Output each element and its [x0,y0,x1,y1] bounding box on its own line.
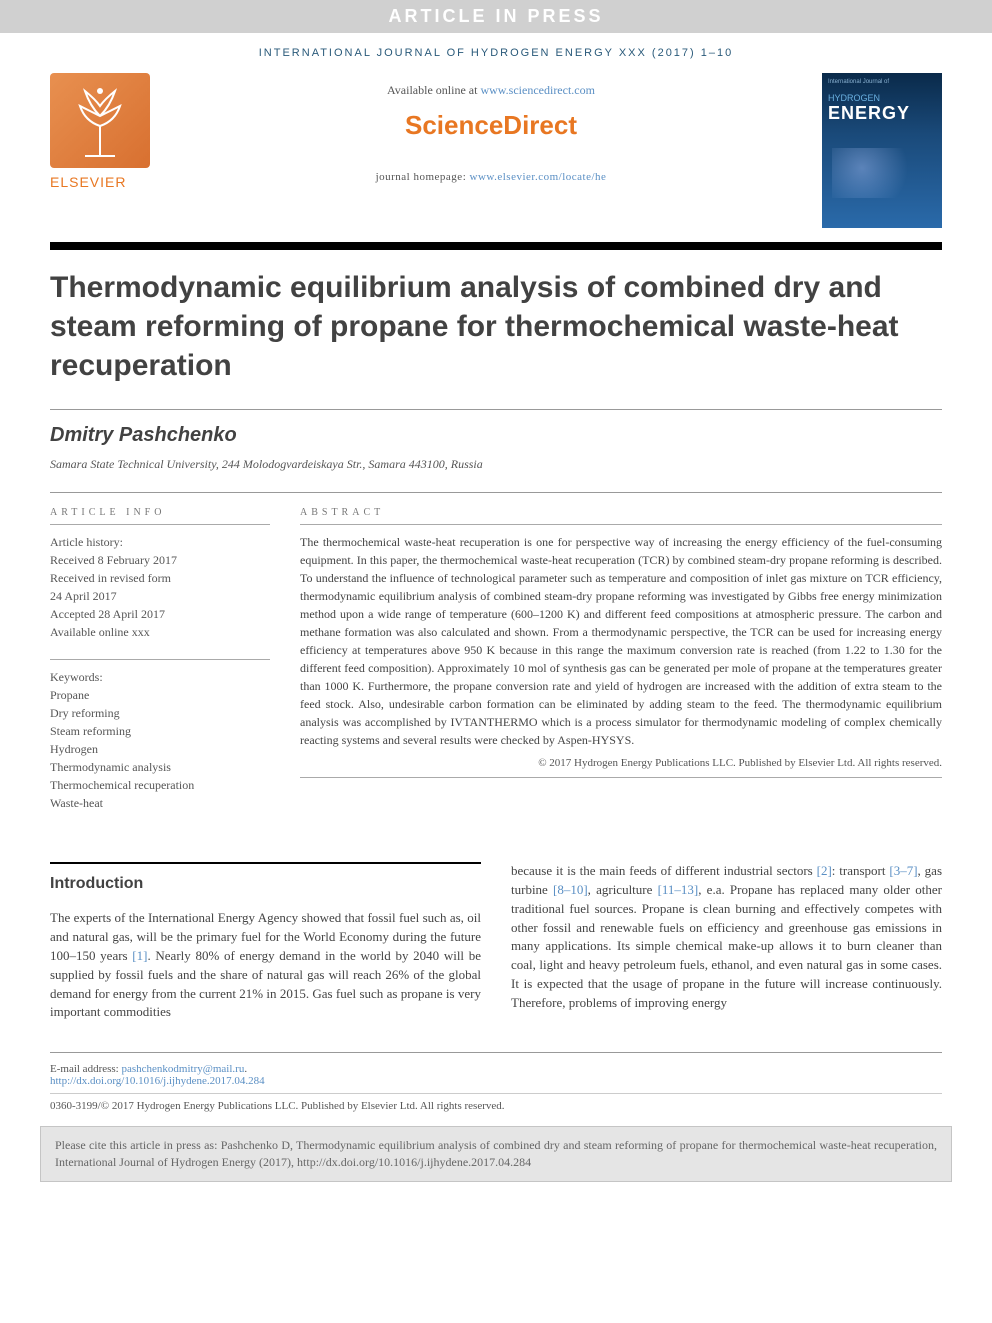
journal-homepage-line: journal homepage: www.elsevier.com/locat… [180,171,802,183]
cover-pretitle: International Journal of [828,79,936,85]
history-line: Received in revised form [50,569,270,587]
ref-link[interactable]: [11–13] [658,882,699,897]
keyword: Hydrogen [50,740,270,758]
email-label: E-mail address: [50,1063,121,1075]
intro-paragraph-2: because it is the main feeds of differen… [511,862,942,1013]
cite-in-press-box: Please cite this article in press as: Pa… [40,1126,952,1182]
keywords-label: Keywords: [50,668,270,686]
keyword: Dry reforming [50,704,270,722]
sd-text-label: ScienceDirect [405,110,577,140]
cover-title-line2: ENERGY [828,103,936,124]
history-line: Accepted 28 April 2017 [50,605,270,623]
journal-homepage-link[interactable]: www.elsevier.com/locate/he [470,171,607,183]
author-email-link[interactable]: pashchenkodmitry@mail.ru [121,1063,244,1075]
homepage-prefix: journal homepage: [376,171,470,183]
column-right: because it is the main feeds of differen… [511,862,942,1022]
keyword: Waste-heat [50,794,270,812]
ref-link[interactable]: [8–10] [553,882,588,897]
ref-link[interactable]: [3–7] [889,863,917,878]
sciencedirect-logo: ScienceDirect [180,110,802,141]
author-affiliation: Samara State Technical University, 244 M… [50,457,942,472]
article-title-block: Thermodynamic equilibrium analysis of co… [50,242,942,385]
cover-art [832,148,932,198]
journal-citation-header: INTERNATIONAL JOURNAL OF HYDROGEN ENERGY… [0,33,992,73]
footer-contact-block: E-mail address: pashchenkodmitry@mail.ru… [50,1052,942,1112]
author-name: Dmitry Pashchenko [50,424,942,447]
issn-copyright-line: 0360-3199/© 2017 Hydrogen Energy Publica… [50,1093,942,1112]
doi-line: http://dx.doi.org/10.1016/j.ijhydene.201… [50,1075,942,1087]
abstract-block: ABSTRACT The thermochemical waste-heat r… [300,493,942,812]
available-online-text: Available online at www.sciencedirect.co… [180,83,802,98]
keyword: Thermochemical recuperation [50,776,270,794]
doi-link[interactable]: http://dx.doi.org/10.1016/j.ijhydene.201… [50,1075,265,1087]
keywords-block: Keywords: Propane Dry reforming Steam re… [50,659,270,812]
introduction-heading: Introduction [50,862,481,895]
elsevier-tree-icon [50,73,150,168]
author-block: Dmitry Pashchenko Samara State Technical… [50,409,942,472]
keyword: Propane [50,686,270,704]
publisher-name: ELSEVIER [50,174,160,190]
column-left: Introduction The experts of the Internat… [50,862,481,1022]
center-availability-block: Available online at www.sciencedirect.co… [180,73,802,183]
article-in-press-banner: ARTICLE IN PRESS [0,0,992,33]
journal-cover-thumbnail: International Journal of HYDROGEN ENERGY [822,73,942,228]
publisher-header-row: ELSEVIER Available online at www.science… [0,73,992,228]
keyword: Steam reforming [50,722,270,740]
abstract-text: The thermochemical waste-heat recuperati… [300,533,942,749]
history-line: Received 8 February 2017 [50,551,270,569]
cover-title-line1: HYDROGEN [828,93,936,103]
email-line: E-mail address: pashchenkodmitry@mail.ru… [50,1063,942,1075]
ref-link[interactable]: [1] [132,948,147,963]
info-abstract-row: ARTICLE INFO Article history: Received 8… [50,492,942,812]
article-info-heading: ARTICLE INFO [50,507,270,525]
sciencedirect-wordmark: ScienceDirect [405,110,577,140]
history-label: Article history: [50,533,270,551]
intro-paragraph-1: The experts of the International Energy … [50,909,481,1022]
article-history-block: Article history: Received 8 February 201… [50,533,270,641]
ref-link[interactable]: [2] [817,863,832,878]
available-prefix: Available online at [387,83,480,97]
abstract-copyright: © 2017 Hydrogen Energy Publications LLC.… [300,757,942,769]
article-title: Thermodynamic equilibrium analysis of co… [50,268,942,385]
abstract-heading: ABSTRACT [300,507,942,525]
body-two-column: Introduction The experts of the Internat… [50,862,942,1022]
abstract-rule [300,777,942,778]
publisher-logo-block: ELSEVIER [50,73,160,190]
keyword: Thermodynamic analysis [50,758,270,776]
history-line: Available online xxx [50,623,270,641]
tree-icon [65,81,135,161]
sciencedirect-url-link[interactable]: www.sciencedirect.com [480,83,595,97]
history-line: 24 April 2017 [50,587,270,605]
article-info-sidebar: ARTICLE INFO Article history: Received 8… [50,493,270,812]
